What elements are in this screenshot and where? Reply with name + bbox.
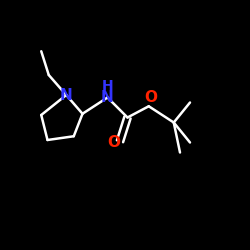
Text: N: N (60, 88, 72, 102)
Text: H: H (102, 79, 113, 93)
Text: O: O (107, 135, 120, 150)
Text: O: O (144, 90, 157, 106)
Text: N: N (101, 90, 114, 105)
